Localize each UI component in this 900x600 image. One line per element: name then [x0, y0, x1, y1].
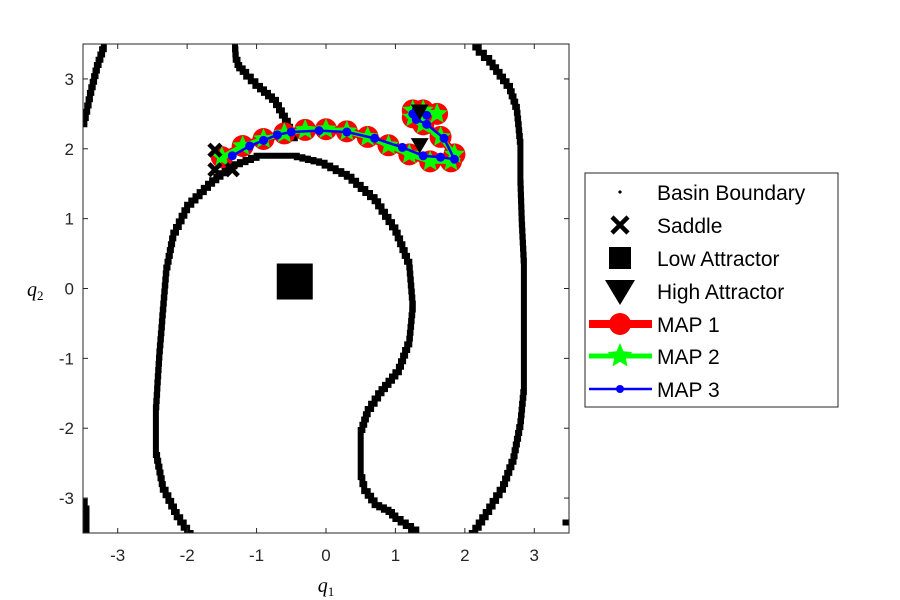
- legend-entry-map1: MAP 1: [589, 313, 720, 337]
- x-tick-label: 2: [460, 546, 469, 565]
- x-tick-label: -3: [110, 546, 125, 565]
- y-axis-label: q2: [27, 279, 44, 303]
- x-tick-label: -1: [249, 546, 264, 565]
- map2-marker: [419, 150, 441, 171]
- legend-label: Basin Boundary: [657, 182, 806, 205]
- legend-label: MAP 1: [657, 314, 720, 337]
- map2-marker: [378, 134, 399, 155]
- x-tick-label: 3: [530, 546, 539, 565]
- map2-marker: [211, 146, 233, 167]
- legend-label: High Attractor: [657, 281, 784, 304]
- legend-entry-boundary: Basin Boundary: [618, 182, 806, 205]
- x-tick-label: 0: [321, 546, 330, 565]
- y-tick-label: -3: [59, 489, 74, 508]
- map3-marker: [245, 141, 255, 151]
- x-axis-label: q1: [318, 575, 335, 599]
- legend-label: Low Attractor: [657, 248, 780, 271]
- map3-marker: [227, 151, 237, 161]
- legend-boundary-dot: [618, 190, 622, 194]
- legend: Basin Boundary Saddle Low Attractor High At…: [584, 172, 839, 408]
- legend-low-attractor-icon: [609, 247, 631, 269]
- y-axis-label-subscript: 2: [37, 288, 44, 303]
- basin-boundary-outer: [232, 44, 298, 142]
- legend-entry-high: High Attractor: [605, 280, 784, 305]
- map3-marker: [314, 126, 324, 136]
- map3-marker: [397, 142, 407, 152]
- map3-marker: [370, 133, 380, 143]
- basin-boundary-left-top: [83, 44, 107, 128]
- legend-entry-low: Low Attractor: [609, 247, 780, 271]
- y-axis-label-symbol: q: [27, 279, 37, 301]
- map2-marker: [398, 143, 420, 164]
- y-tick-label: 2: [65, 140, 74, 159]
- legend-map1-marker: [609, 313, 631, 335]
- x-tick-label: -2: [180, 546, 195, 565]
- x-axis: -3 -2 -1 0 1 2 3: [110, 44, 539, 565]
- basin-boundary-left-bottom: [83, 498, 90, 533]
- basin-boundary-inner: [152, 152, 420, 533]
- map3-marker: [418, 151, 428, 161]
- legend-saddle-icon: [610, 215, 630, 235]
- map2-marker: [294, 118, 316, 139]
- map3-marker: [439, 133, 449, 143]
- x-tick-label: 1: [391, 546, 400, 565]
- basin-boundary-right: [468, 44, 527, 533]
- low-attractor-marker: [276, 263, 313, 300]
- y-tick-label: -1: [59, 349, 74, 368]
- legend-label: Saddle: [657, 215, 722, 238]
- map3-marker: [422, 119, 432, 129]
- map3-marker: [286, 127, 296, 137]
- map3-marker: [342, 127, 352, 137]
- map3-marker: [272, 130, 282, 140]
- saddle-marker: [207, 142, 223, 158]
- map3-marker: [436, 152, 446, 162]
- legend-entry-map3: MAP 3: [589, 379, 720, 402]
- legend-label: MAP 3: [657, 379, 720, 402]
- map2-marker: [426, 102, 448, 123]
- y-tick-label: 0: [65, 280, 74, 299]
- y-tick-label: 3: [65, 70, 74, 89]
- saddle-marker: [224, 162, 240, 178]
- plot-area: [82, 43, 570, 534]
- map3-marker: [449, 154, 459, 164]
- high-attractor-marker: [410, 104, 429, 120]
- x-axis-label-symbol: q: [318, 575, 328, 597]
- legend-entry-map2: MAP 2: [589, 343, 720, 369]
- map3-marker: [422, 110, 432, 120]
- x-axis-label-subscript: 1: [328, 584, 335, 599]
- basin-boundary-layer: [83, 44, 569, 533]
- attractor-marker-layer: [207, 104, 429, 300]
- saddle-marker: [207, 162, 223, 178]
- legend-map3-marker: [616, 385, 624, 393]
- legend-entry-saddle: Saddle: [610, 215, 722, 238]
- y-tick-label: -2: [59, 419, 74, 438]
- legend-map2-marker: [607, 343, 633, 367]
- y-tick-label: 1: [65, 210, 74, 229]
- legend-label: MAP 2: [657, 346, 720, 369]
- high-attractor-marker: [410, 138, 429, 154]
- legend-high-attractor-icon: [605, 280, 635, 305]
- map3-marker: [259, 135, 269, 145]
- y-axis: -3 -2 -1 0 1 2 3: [59, 70, 569, 508]
